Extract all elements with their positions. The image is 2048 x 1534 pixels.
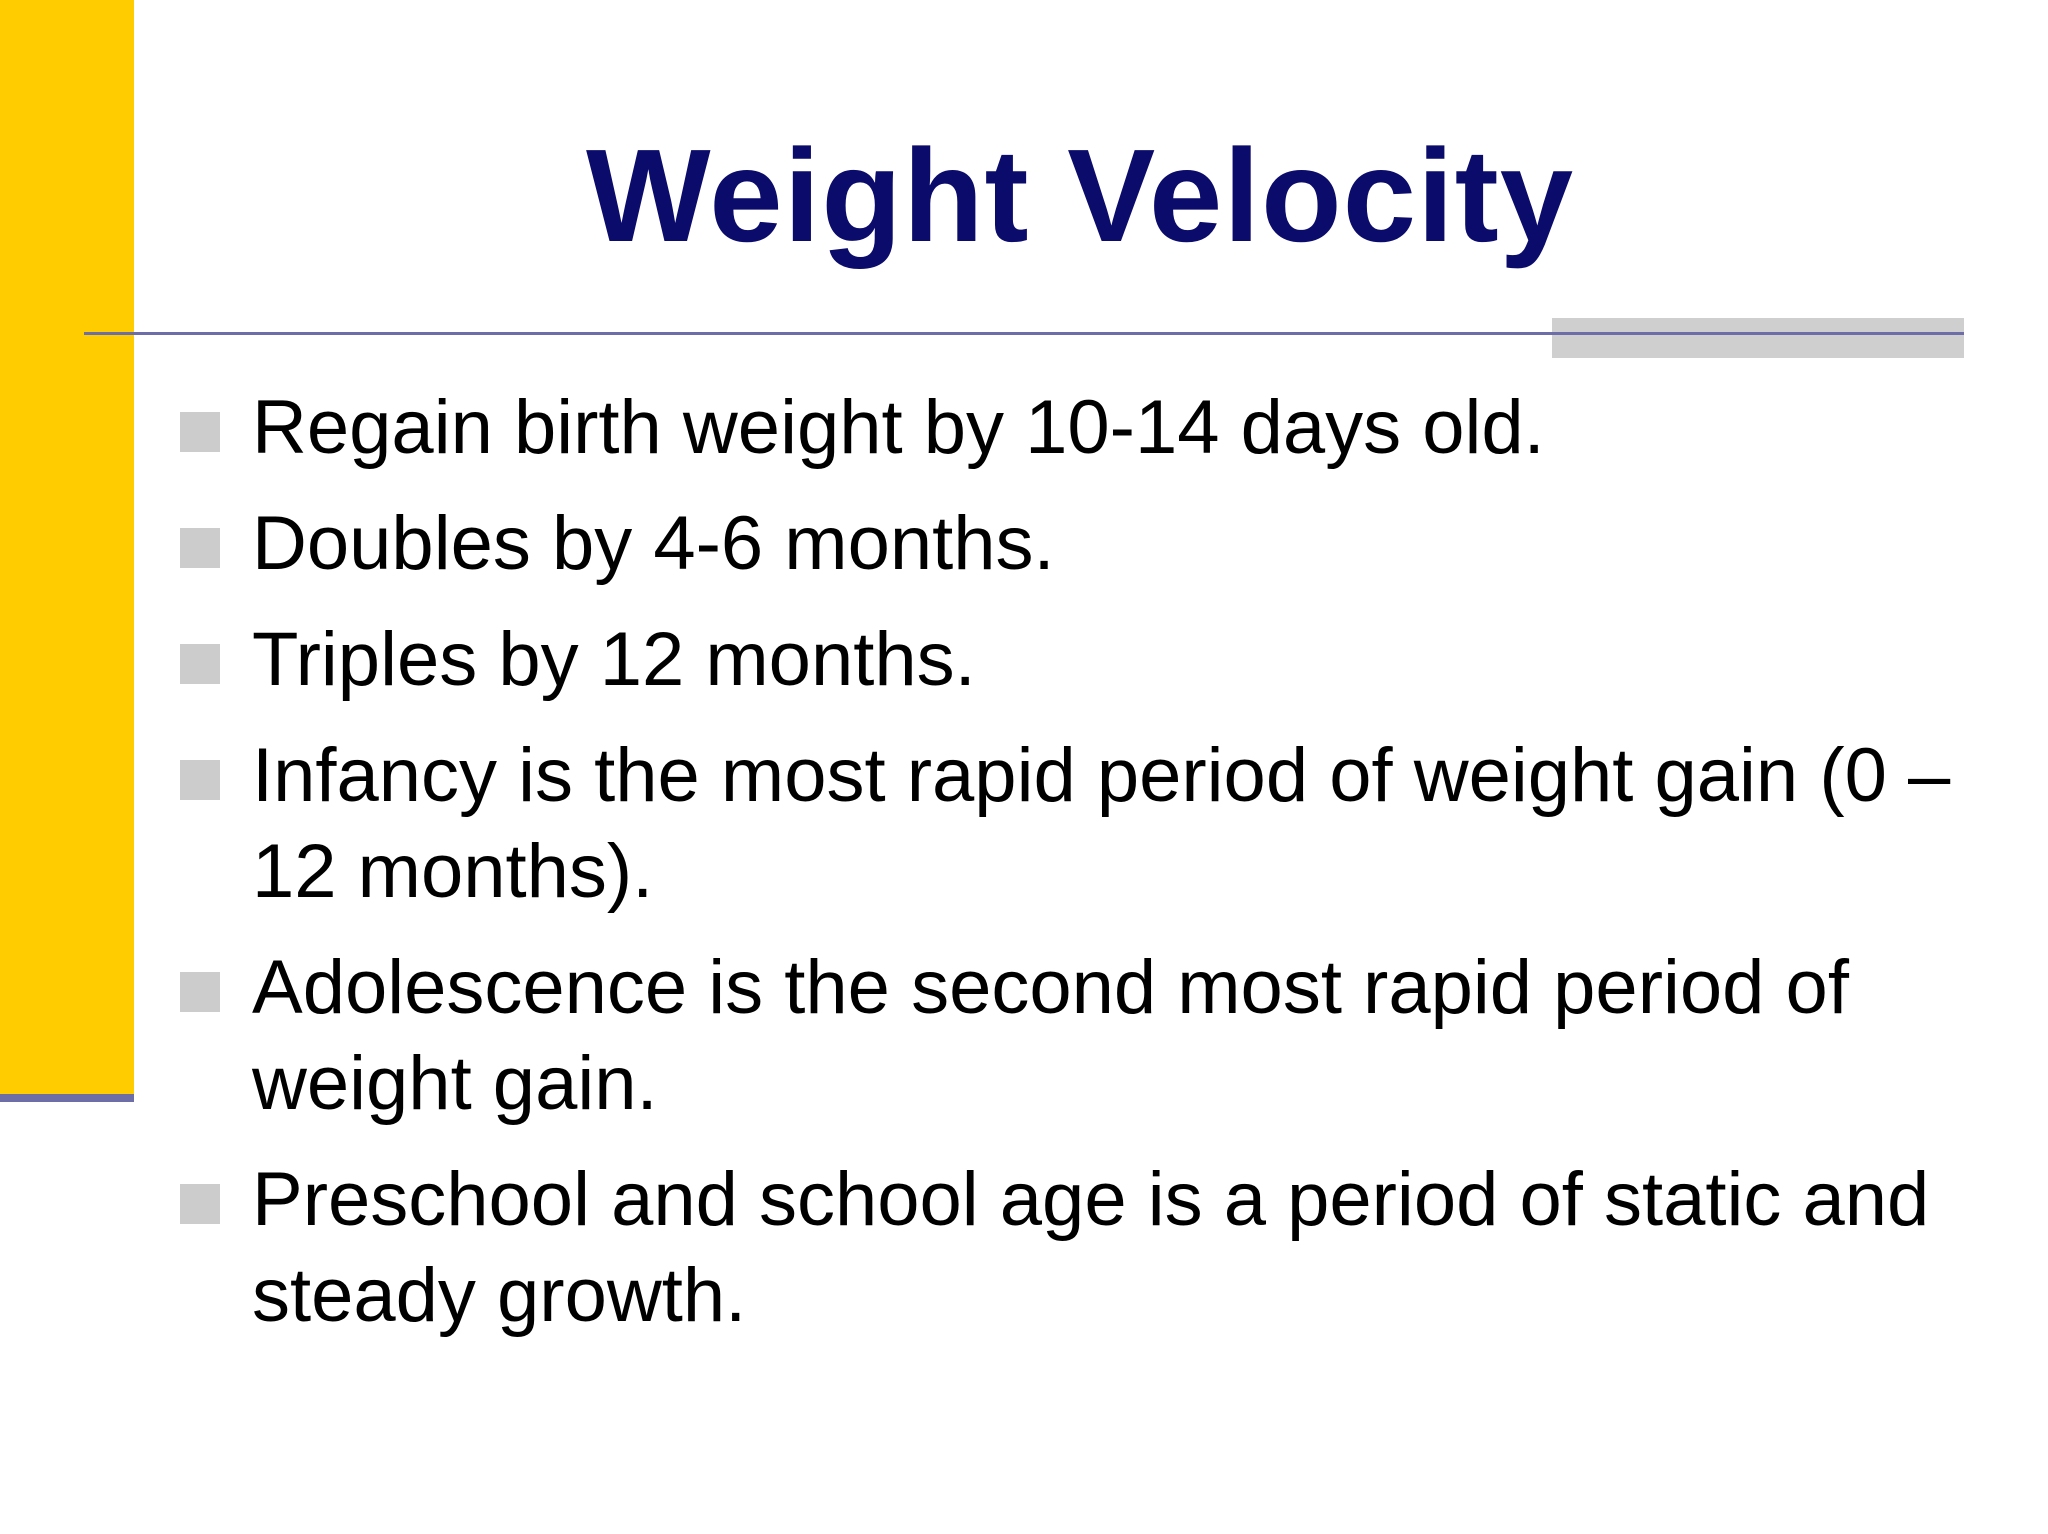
bullet-list: Regain birth weight by 10-14 days old. D… — [176, 380, 1976, 1364]
square-bullet-icon — [180, 528, 220, 568]
title-rule — [84, 332, 1964, 335]
square-bullet-icon — [180, 760, 220, 800]
left-accent-bar-underline — [0, 1094, 134, 1102]
square-bullet-icon — [180, 644, 220, 684]
title-area: Weight Velocity — [134, 126, 2048, 276]
bullet-text: Adolescence is the second most rapid per… — [252, 945, 1849, 1126]
bullet-item: Adolescence is the second most rapid per… — [176, 940, 1976, 1132]
slide-title: Weight Velocity — [586, 122, 1575, 269]
bullet-item: Regain birth weight by 10-14 days old. — [176, 380, 1976, 476]
square-bullet-icon — [180, 1184, 220, 1224]
bullet-item: Triples by 12 months. — [176, 612, 1976, 708]
square-bullet-icon — [180, 972, 220, 1012]
bullet-item: Preschool and school age is a period of … — [176, 1152, 1976, 1344]
left-accent-bar — [0, 0, 134, 1102]
bullet-text: Regain birth weight by 10-14 days old. — [252, 385, 1545, 470]
title-rule-accent — [1552, 318, 1964, 358]
square-bullet-icon — [180, 412, 220, 452]
bullet-text: Doubles by 4-6 months. — [252, 501, 1055, 586]
bullet-item: Doubles by 4-6 months. — [176, 496, 1976, 592]
bullet-text: Triples by 12 months. — [252, 617, 976, 702]
bullet-text: Preschool and school age is a period of … — [252, 1157, 1930, 1338]
bullet-text: Infancy is the most rapid period of weig… — [252, 733, 1951, 914]
title-rule-accent-line — [1552, 332, 1964, 335]
bullet-item: Infancy is the most rapid period of weig… — [176, 728, 1976, 920]
